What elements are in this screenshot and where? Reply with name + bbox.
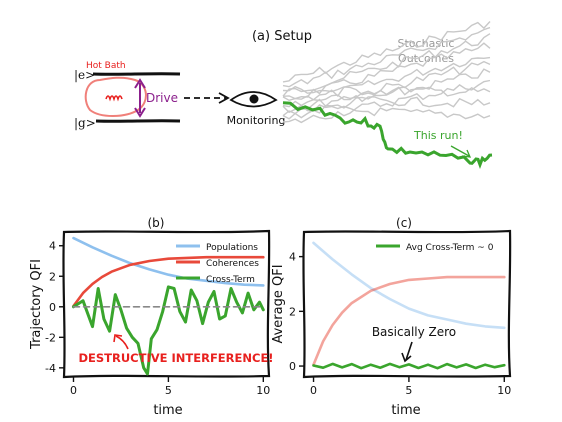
this-run-label: This run! (413, 129, 463, 142)
panel-c-title: (c) (396, 216, 412, 230)
panel-b-title: (b) (148, 216, 165, 230)
legend-coherences-label: Coherences (206, 259, 259, 269)
y-tick-label: 4 (289, 251, 296, 264)
stochastic-run-line (282, 94, 491, 108)
basically-zero-arrow-head-icon (401, 352, 412, 363)
cross-term-line (72, 285, 265, 376)
panel-b: (b) 0 5 10 -4 -2 0 2 4 Trajectory QFI time Popu… (29, 216, 274, 418)
stochastic-run-line (282, 42, 491, 102)
x-tick-label: 10 (497, 384, 511, 397)
stochastic-run-line (282, 60, 491, 117)
panel-c-frame (302, 229, 512, 379)
panel-c-legend: Avg Cross-Term ~ 0 (376, 243, 494, 253)
panel-b-lines (72, 236, 265, 376)
stochastic-run-line (282, 26, 491, 88)
panel-c-xlabel: time (391, 403, 420, 418)
level-g-label: |g> (74, 116, 96, 130)
bath-squiggle-icon (105, 95, 123, 102)
avg-cross-term-line (312, 362, 506, 370)
level-e-label: |e> (74, 68, 95, 82)
x-tick-label: 10 (256, 384, 270, 397)
drive-arrow-head-down-icon (134, 107, 146, 118)
excited-level-line (92, 72, 181, 76)
x-tick-label: 0 (70, 384, 77, 397)
panel-b-ylabel: Trajectory QFI (29, 259, 44, 350)
x-tick-label: 5 (405, 384, 412, 397)
basically-zero-annotation: Basically Zero (372, 325, 456, 339)
stochastic-run-line (282, 79, 491, 124)
faded-populations-line (312, 241, 506, 330)
drive-arrow-head-up-icon (134, 78, 146, 89)
stochastic-run-line (282, 21, 491, 83)
stochastic-run-line (282, 85, 491, 97)
destructive-interference-annotation: DESTRUCTIVE INTERFERENCE! (78, 351, 273, 365)
panel-b-axes: 0 5 10 -4 -2 0 2 4 (45, 240, 270, 397)
y-tick-label: 4 (49, 240, 56, 253)
panel-b-xlabel: time (153, 403, 182, 418)
setup-title: (a) Setup (252, 29, 312, 44)
y-tick-label: -4 (45, 362, 56, 375)
x-tick-label: 5 (165, 384, 172, 397)
panel-b-legend: Populations Coherences Cross-Term (176, 243, 259, 285)
y-tick-label: 0 (289, 360, 296, 373)
coherences-line (72, 255, 265, 308)
x-tick-label: 0 (310, 384, 317, 397)
interference-arrow-head-icon (113, 334, 123, 343)
setup-panel: (a) Setup |e> |g> Hot Bath Drive Monitor… (74, 21, 493, 169)
y-tick-label: -2 (45, 331, 56, 344)
legend-cross-term-label: Cross-Term (206, 275, 255, 285)
legend-populations-label: Populations (206, 243, 258, 253)
this-run-arrow-head-icon (461, 149, 472, 158)
y-tick-label: 2 (49, 270, 56, 283)
monitoring-label: Monitoring (227, 114, 286, 127)
hot-bath-label: Hot Bath (86, 61, 126, 71)
stochastic-run-line (282, 56, 491, 108)
arrow-head-icon (218, 92, 230, 104)
panel-c-axes: 0 5 10 0 2 4 (289, 251, 511, 397)
drive-label: Drive (146, 91, 178, 105)
y-tick-label: 0 (49, 301, 56, 314)
stochastic-run-line (282, 33, 491, 97)
this-run-trajectory (282, 101, 493, 169)
stochastic-runs (282, 21, 491, 124)
faded-coherences-line (312, 275, 506, 366)
this-run-pointer (450, 145, 470, 157)
stochastic-run-line (282, 104, 491, 120)
ground-level-line (95, 119, 181, 123)
basically-zero-pointer (405, 341, 413, 361)
panel-c-ylabel: Average QFI (271, 264, 286, 343)
populations-line (72, 236, 265, 287)
legend-avg-cross-term-label: Avg Cross-Term ~ 0 (406, 243, 494, 253)
panel-c: (c) 0 5 10 0 2 4 Average QFI time Avg Cross-T… (271, 216, 511, 418)
eye-icon (229, 91, 278, 108)
interference-pointer (115, 335, 129, 350)
hot-bath-blob (84, 76, 147, 117)
y-tick-label: 2 (289, 305, 296, 318)
panel-c-lines (312, 241, 506, 370)
